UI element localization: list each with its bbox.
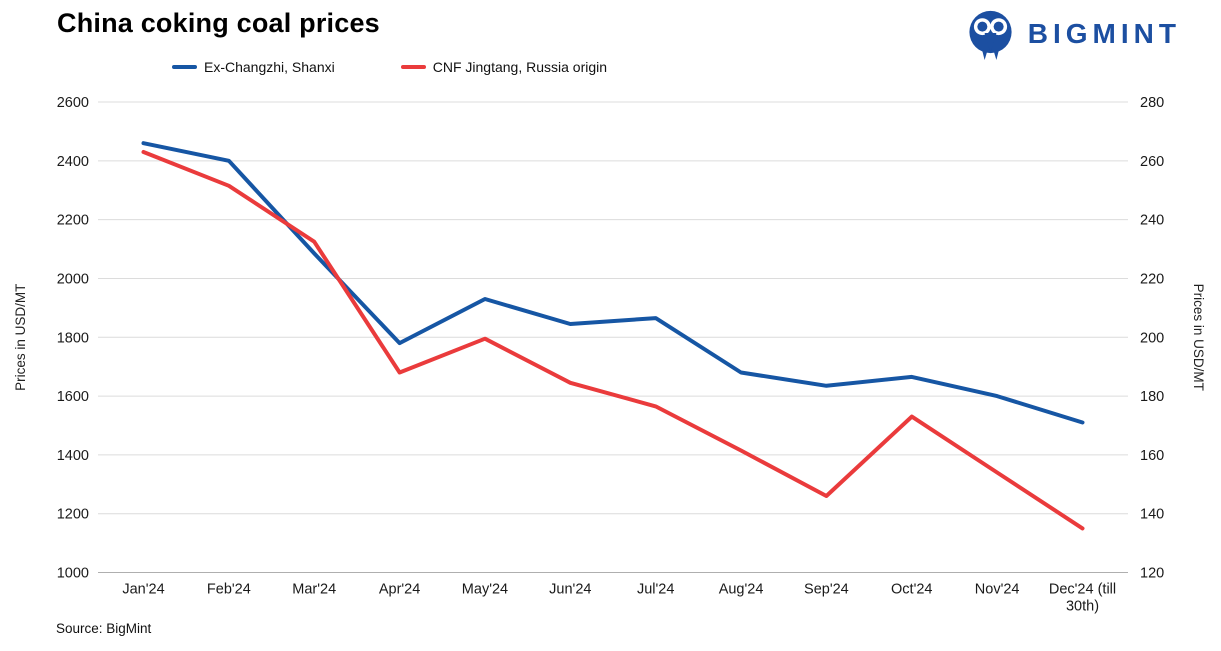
y-axis-right-tick-label: 160 <box>1140 448 1164 464</box>
legend-swatch-red <box>400 65 426 69</box>
x-axis-tick-label: Aug'24 <box>719 582 764 598</box>
y-axis-left-tick-label: 1200 <box>57 507 89 523</box>
x-axis-tick-label: Jun'24 <box>549 582 591 598</box>
series-line-0 <box>141 141 1085 425</box>
y-axis-left-tick-label: 2000 <box>57 271 89 287</box>
source-note: Source: BigMint <box>56 621 152 636</box>
y-axis-right-tick-label: 120 <box>1140 566 1164 582</box>
y-axis-right-tick-label: 200 <box>1140 330 1164 346</box>
y-axis-right-tick-label: 260 <box>1140 154 1164 170</box>
y-axis-left-tick-label: 2400 <box>57 154 89 170</box>
chart-legend: Ex-Changzhi, Shanxi CNF Jingtang, Russia… <box>172 59 607 75</box>
x-axis-tick-label: Feb'24 <box>207 582 251 598</box>
y-axis-left-tick-label: 1000 <box>57 566 89 582</box>
page-title: China coking coal prices <box>57 8 380 38</box>
x-axis-tick-label: May'24 <box>462 582 508 598</box>
x-axis-tick-label: Oct'24 <box>891 582 932 598</box>
x-axis-tick-label: Nov'24 <box>975 582 1020 598</box>
x-axis-tick-label: Mar'24 <box>292 582 336 598</box>
legend-item-blue: Ex-Changzhi, Shanxi <box>172 59 335 75</box>
y-axis-left-tick-label: 1800 <box>57 330 89 346</box>
bigmint-logo: BIGMINT <box>964 6 1181 62</box>
x-axis-tick-label: Apr'24 <box>379 582 420 598</box>
legend-label-blue: Ex-Changzhi, Shanxi <box>204 59 335 75</box>
series-line-1 <box>141 150 1085 531</box>
x-axis-tick-label: Sep'24 <box>804 582 849 598</box>
y-axis-left-title: Prices in USD/MT <box>13 284 28 391</box>
bigmint-logo-icon <box>969 10 1012 61</box>
bigmint-logo-text: BIGMINT <box>1027 18 1181 49</box>
x-axis-tick-label: Jan'24 <box>122 582 164 598</box>
y-axis-right-tick-label: 240 <box>1140 213 1164 229</box>
y-axis-right-tick-label: 220 <box>1140 271 1164 287</box>
y-axis-left-tick-label: 1600 <box>57 389 89 405</box>
x-axis-tick-label: Jul'24 <box>637 582 674 598</box>
y-axis-right-title: Prices in USD/MT <box>1191 284 1206 391</box>
y-axis-right-tick-label: 280 <box>1140 95 1164 111</box>
y-axis-left-tick-label: 2600 <box>57 95 89 111</box>
legend-swatch-blue <box>172 65 197 69</box>
y-axis-left-tick-label: 2200 <box>57 213 89 229</box>
y-axis-right-tick-label: 140 <box>1140 507 1164 523</box>
legend-item-red: CNF Jingtang, Russia origin <box>400 59 608 75</box>
y-axis-left-tick-label: 1400 <box>57 448 89 464</box>
x-axis-tick-label: Dec'24 (till 30th) <box>1049 582 1116 615</box>
y-axis-right-tick-label: 180 <box>1140 389 1164 405</box>
legend-label-red: CNF Jingtang, Russia origin <box>432 59 608 75</box>
